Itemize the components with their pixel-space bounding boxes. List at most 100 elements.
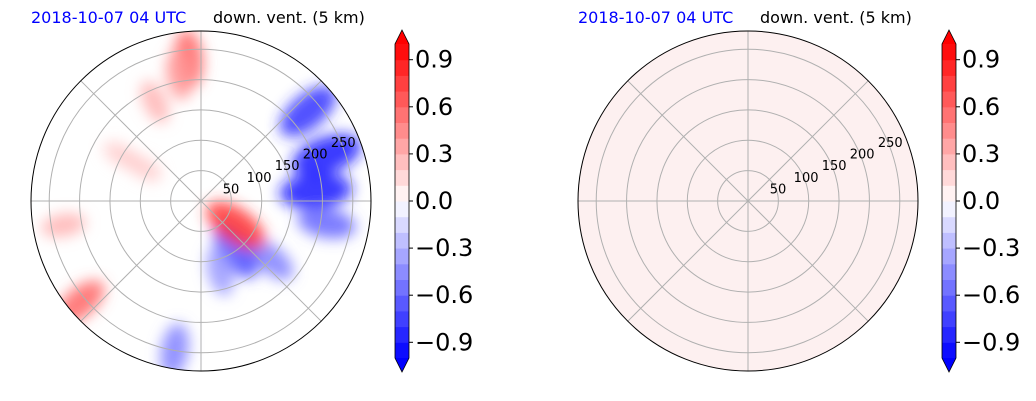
colorbar-bin: [395, 263, 409, 280]
colorbar-tick-label: 0.6: [415, 93, 453, 121]
colorbar-extend-max: [942, 30, 956, 44]
colorbar-bin: [942, 310, 956, 328]
left-var-title: down. vent. (5 km): [213, 8, 365, 27]
colorbar-extend-min: [942, 358, 956, 372]
colorbar-bin: [942, 59, 956, 76]
left-colorbar: 0.9 0.6 0.3 0.0 −0.3 −0.6 −0.9: [394, 29, 473, 373]
colorbar-tick-label: −0.3: [415, 234, 473, 262]
colorbar-bin: [395, 122, 409, 139]
colorbar-bin: [942, 295, 956, 312]
angular-gridline-135: [627, 80, 749, 202]
colorbar-bin: [395, 232, 409, 249]
colorbar-tick-label: −0.3: [962, 234, 1020, 262]
colorbar-bin: [942, 106, 956, 123]
field-feature: [165, 50, 192, 101]
colorbar-bin: [942, 91, 956, 108]
angular-gridline-45: [200, 80, 322, 202]
colorbar-outline: [941, 29, 957, 373]
radial-tick-label: 200: [303, 148, 328, 163]
angular-gridline-45: [747, 80, 869, 202]
radial-tick-label: 50: [223, 182, 240, 197]
angular-gridline-225: [627, 200, 749, 322]
colorbar-bin: [395, 91, 409, 108]
colorbar-bin: [395, 279, 409, 296]
colorbar-bin: [942, 153, 956, 171]
field-feature: [206, 247, 234, 296]
colorbar-tick-label: −0.6: [415, 281, 473, 309]
field-feature: [124, 154, 162, 182]
colorbar-bin: [942, 138, 956, 155]
colorbar-bin: [395, 248, 409, 265]
colorbar-bin: [395, 295, 409, 312]
field-feature: [297, 207, 356, 239]
field-feature: [206, 201, 266, 250]
colorbar-bin: [395, 59, 409, 76]
field-features: [41, 31, 362, 371]
colorbar-bin: [395, 75, 409, 92]
right-var-title: down. vent. (5 km): [760, 8, 912, 27]
colorbar-tick-label: −0.6: [962, 281, 1020, 309]
colorbar-tick-label: 0.6: [962, 93, 1000, 121]
colorbar-bin: [942, 201, 956, 218]
colorbar-bin: [942, 75, 956, 92]
colorbar-extend-max: [395, 30, 409, 44]
colorbar-tick-label: 0.3: [415, 140, 453, 168]
left-panel: 2018-10-07 04 UTC down. vent. (5 km) 50 1…: [30, 8, 473, 373]
colorbar-extend-min: [395, 358, 409, 372]
colorbar-bin: [942, 263, 956, 280]
radial-tick-label: 150: [822, 159, 847, 174]
angular-gridline-315: [200, 200, 322, 322]
radial-tick-label: 50: [770, 182, 787, 197]
colorbar-bin: [395, 169, 409, 186]
field-feature: [291, 134, 362, 177]
colorbar-bin: [395, 44, 409, 61]
colorbar-tick-label: 0.3: [962, 140, 1000, 168]
left-date-title: 2018-10-07 04 UTC: [31, 8, 186, 27]
left-polar-frame: [30, 30, 372, 372]
right-date-title: 2018-10-07 04 UTC: [578, 8, 733, 27]
colorbar-tick-label: −0.9: [962, 328, 1020, 356]
angular-gridline-315: [747, 200, 869, 322]
colorbar-bin: [395, 153, 409, 171]
colorbar-bin: [942, 279, 956, 296]
radial-tick-label: 150: [275, 159, 300, 174]
colorbar-bin: [942, 122, 956, 139]
colorbar-bin: [942, 326, 956, 343]
colorbar-bin: [942, 185, 956, 202]
colorbar-bin: [395, 326, 409, 343]
colorbar-tick-label: 0.0: [962, 187, 1000, 215]
colorbar-outline: [394, 29, 410, 373]
radial-tick-label: 100: [247, 171, 272, 186]
colorbar-bin: [395, 342, 409, 359]
radial-tick-label: 250: [878, 136, 903, 151]
colorbar-bin: [395, 106, 409, 123]
colorbar-bin: [942, 44, 956, 61]
colorbar-bin: [942, 169, 956, 186]
angular-gridline-225: [80, 200, 202, 322]
colorbar-tick-label: −0.9: [415, 328, 473, 356]
right-polar-frame: [577, 30, 919, 372]
colorbar-tick-label: 0.0: [415, 187, 453, 215]
colorbar-bin: [395, 185, 409, 202]
radial-tick-label: 100: [794, 171, 819, 186]
colorbar-bin: [395, 138, 409, 155]
colorbar-bin: [395, 310, 409, 328]
colorbar-bin: [942, 216, 956, 233]
radial-tick-label: 200: [850, 148, 875, 163]
field-feature: [279, 172, 352, 210]
colorbar-bin: [395, 201, 409, 218]
right-colorbar: 0.9 0.6 0.3 0.0 −0.3 −0.6 −0.9: [941, 29, 1020, 373]
colorbar-bin: [942, 342, 956, 359]
colorbar-bin: [942, 232, 956, 249]
colorbar-bin: [395, 216, 409, 233]
left-grid: [31, 31, 371, 371]
colorbar-tick-label: 0.9: [962, 46, 1000, 74]
right-panel: 2018-10-07 04 UTC down. vent. (5 km) 50 1…: [577, 8, 1020, 373]
radial-tick-label: 250: [331, 136, 356, 151]
field-feature: [279, 85, 337, 137]
